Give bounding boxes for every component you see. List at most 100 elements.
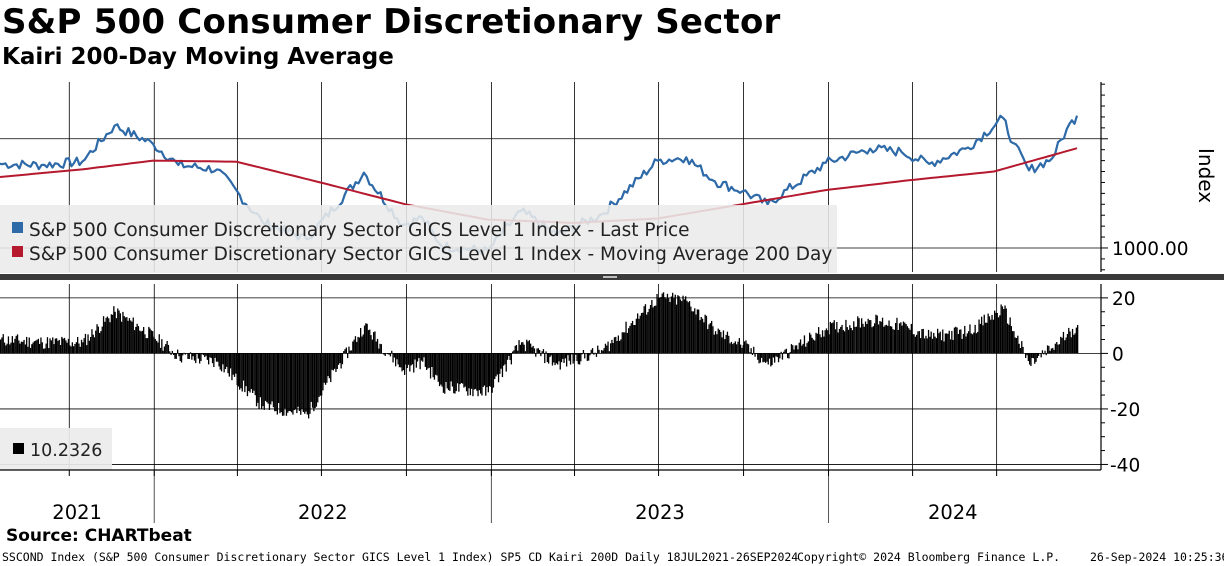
kairi-bar xyxy=(274,353,276,412)
x-axis-year-label: 2023 xyxy=(635,501,685,524)
kairi-bar xyxy=(1030,353,1032,366)
kairi-bar xyxy=(197,353,199,359)
kairi-bar xyxy=(673,298,675,354)
kairi-bar xyxy=(314,353,316,408)
kairi-bar xyxy=(526,339,528,354)
kairi-bar xyxy=(742,345,744,354)
kairi-bar xyxy=(1058,344,1061,354)
kairi-bar xyxy=(634,325,636,354)
kairi-bar xyxy=(881,317,884,354)
kairi-bar xyxy=(380,344,382,354)
kairi-bar xyxy=(326,353,328,383)
kairi-bar xyxy=(311,353,314,408)
kairi-bar xyxy=(927,329,930,354)
kairi-bar xyxy=(983,314,985,354)
kairi-bar xyxy=(638,318,640,354)
kairi-bar xyxy=(184,353,186,355)
kairi-bar xyxy=(414,353,416,360)
kairi-bar xyxy=(302,353,304,412)
kairi-bar xyxy=(6,343,8,354)
kairi-bar xyxy=(252,353,254,393)
kairi-bar xyxy=(123,316,125,354)
kairi-bar xyxy=(766,353,768,362)
kairi-bar xyxy=(236,353,238,386)
kairi-bar xyxy=(910,323,912,354)
kairi-bar xyxy=(110,314,112,354)
kairi-bar xyxy=(170,353,172,355)
kairi-bar xyxy=(157,342,159,354)
kairi-bar xyxy=(82,342,84,354)
kairi-bar xyxy=(635,318,637,354)
kairi-bar xyxy=(426,353,428,370)
kairi-bar xyxy=(712,326,714,354)
kairi-bar xyxy=(532,345,534,354)
kairi-bar xyxy=(262,353,264,407)
kairi-bar xyxy=(955,326,957,354)
kairi-bar xyxy=(648,308,650,354)
kairi-bar xyxy=(431,353,433,367)
kairi-bar xyxy=(407,353,410,365)
kairi-bar xyxy=(345,347,347,354)
kairi-bar xyxy=(119,313,121,354)
kairi-bar xyxy=(1073,334,1075,354)
kairi-bar xyxy=(630,323,632,354)
kairi-bar xyxy=(944,333,946,354)
kairi-bar xyxy=(602,350,604,354)
kairi-bar xyxy=(762,353,764,363)
kairi-bar xyxy=(631,320,634,354)
kairi-bar xyxy=(840,326,842,354)
kairi-bar xyxy=(987,313,989,354)
kairi-bar xyxy=(460,353,463,383)
kairi-bar xyxy=(978,319,980,354)
kairi-bar xyxy=(606,345,608,354)
kairi-bar xyxy=(173,353,175,355)
kairi-bar xyxy=(353,339,355,354)
kairi-bar xyxy=(201,353,203,355)
kairi-bar xyxy=(789,352,791,354)
kairi-bar xyxy=(298,353,301,411)
kairi-bar xyxy=(459,353,461,385)
kairi-bar xyxy=(872,326,874,354)
kairi-bar xyxy=(485,353,487,396)
kairi-bar xyxy=(801,345,803,354)
kairi-bar xyxy=(510,353,512,365)
kairi-bar xyxy=(424,353,426,367)
kairi-bar xyxy=(653,305,656,354)
kairi-bar xyxy=(433,353,436,380)
kairi-bar xyxy=(71,342,73,354)
kairi-bar xyxy=(611,339,613,354)
kairi-last-value: 10.2326 xyxy=(1113,316,1190,337)
kairi-bar xyxy=(241,353,243,392)
lower-axis-label: 0 xyxy=(1112,344,1124,365)
kairi-bar xyxy=(1049,350,1051,354)
kairi-bar xyxy=(83,338,85,354)
kairi-bar xyxy=(266,353,268,403)
kairi-bar xyxy=(214,353,216,358)
kairi-bar xyxy=(562,353,564,359)
kairi-bar xyxy=(1015,338,1018,354)
kairi-bar xyxy=(1069,331,1071,354)
kairi-bar xyxy=(165,344,167,354)
kairi-bar xyxy=(825,328,828,354)
kairi-bar xyxy=(669,302,671,354)
legend-label-price: S&P 500 Consumer Discretionary Sector GI… xyxy=(29,220,690,241)
kairi-bar xyxy=(146,338,149,354)
kairi-bar xyxy=(42,348,45,354)
kairi-bar xyxy=(413,353,415,373)
kairi-bar xyxy=(505,353,507,372)
kairi-bar xyxy=(763,353,765,362)
kairi-bar xyxy=(1045,353,1047,356)
kairi-bar xyxy=(174,353,176,359)
kairi-bar xyxy=(296,353,298,414)
lower-axis-label: 20 xyxy=(1112,289,1136,310)
kairi-bar xyxy=(127,320,129,354)
kairi-bar xyxy=(925,335,927,354)
kairi-bar xyxy=(854,326,856,354)
kairi-bar xyxy=(682,295,684,354)
kairi-bar xyxy=(487,353,489,393)
kairi-bar xyxy=(217,353,219,362)
kairi-bar xyxy=(957,334,959,354)
kairi-bar xyxy=(966,333,968,354)
kairi-bar xyxy=(720,332,722,354)
kairi-bar xyxy=(95,330,97,354)
